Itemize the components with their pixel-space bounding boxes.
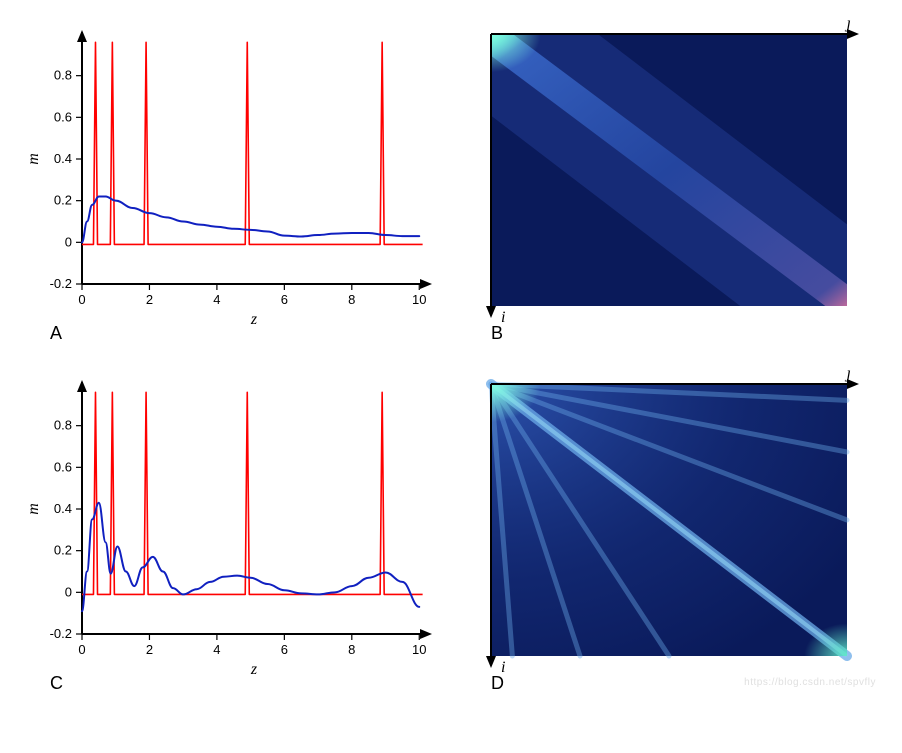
panel-label-C: C xyxy=(50,673,63,694)
svg-text:0: 0 xyxy=(65,584,72,599)
figure-grid: 0 2 4 6 8 10 -0.2 0 0.2 0.4 0.6 0.8 z m A ji B 0 2 4 6 8 1… xyxy=(20,20,882,690)
svg-text:j: j xyxy=(845,20,852,32)
panel-label-A: A xyxy=(50,323,62,344)
svg-text:0.2: 0.2 xyxy=(54,193,72,208)
panel-C: 0246810-0.200.20.40.60.8zm C xyxy=(20,370,441,690)
svg-text:-0.2: -0.2 xyxy=(50,276,72,291)
svg-text:10: 10 xyxy=(412,292,426,307)
svg-text:0.4: 0.4 xyxy=(54,151,72,166)
svg-text:j: j xyxy=(845,370,852,382)
panel-label-D: D xyxy=(491,673,504,694)
line-chart-A: 0 2 4 6 8 10 -0.2 0 0.2 0.4 0.6 0.8 z m xyxy=(20,20,440,340)
heatmap-B: ji xyxy=(461,20,861,340)
svg-text:0.6: 0.6 xyxy=(54,459,72,474)
svg-text:2: 2 xyxy=(146,292,153,307)
svg-text:0: 0 xyxy=(78,292,85,307)
watermark: https://blog.csdn.net/spvfly xyxy=(744,677,876,688)
panel-label-B: B xyxy=(491,323,503,344)
line-chart-C: 0 2 4 6 8 10 -0.2 0 0.2 0.4 0.6 0.8 z m xyxy=(20,370,440,690)
panel-A: 0246810-0.200.20.40.60.8zm A xyxy=(20,20,441,340)
panel-D: ji D https://blog.csdn.net/spvfly xyxy=(461,370,882,690)
svg-text:m: m xyxy=(25,503,42,515)
svg-text:0: 0 xyxy=(65,234,72,249)
svg-text:8: 8 xyxy=(348,292,355,307)
svg-text:6: 6 xyxy=(281,292,288,307)
heatmap-D: ji xyxy=(461,370,861,690)
svg-text:0: 0 xyxy=(78,642,85,657)
svg-text:10: 10 xyxy=(412,642,426,657)
svg-text:z: z xyxy=(250,661,258,678)
svg-text:4: 4 xyxy=(213,292,220,307)
svg-text:8: 8 xyxy=(348,642,355,657)
svg-text:m: m xyxy=(25,153,42,165)
svg-text:0.8: 0.8 xyxy=(54,418,72,433)
svg-text:0.8: 0.8 xyxy=(54,68,72,83)
svg-text:2: 2 xyxy=(146,642,153,657)
panel-B: ji B xyxy=(461,20,882,340)
svg-text:-0.2: -0.2 xyxy=(50,626,72,641)
svg-text:0.6: 0.6 xyxy=(54,109,72,124)
svg-text:6: 6 xyxy=(281,642,288,657)
svg-text:0.4: 0.4 xyxy=(54,501,72,516)
svg-text:z: z xyxy=(250,311,258,328)
svg-text:0.2: 0.2 xyxy=(54,543,72,558)
svg-text:4: 4 xyxy=(213,642,220,657)
